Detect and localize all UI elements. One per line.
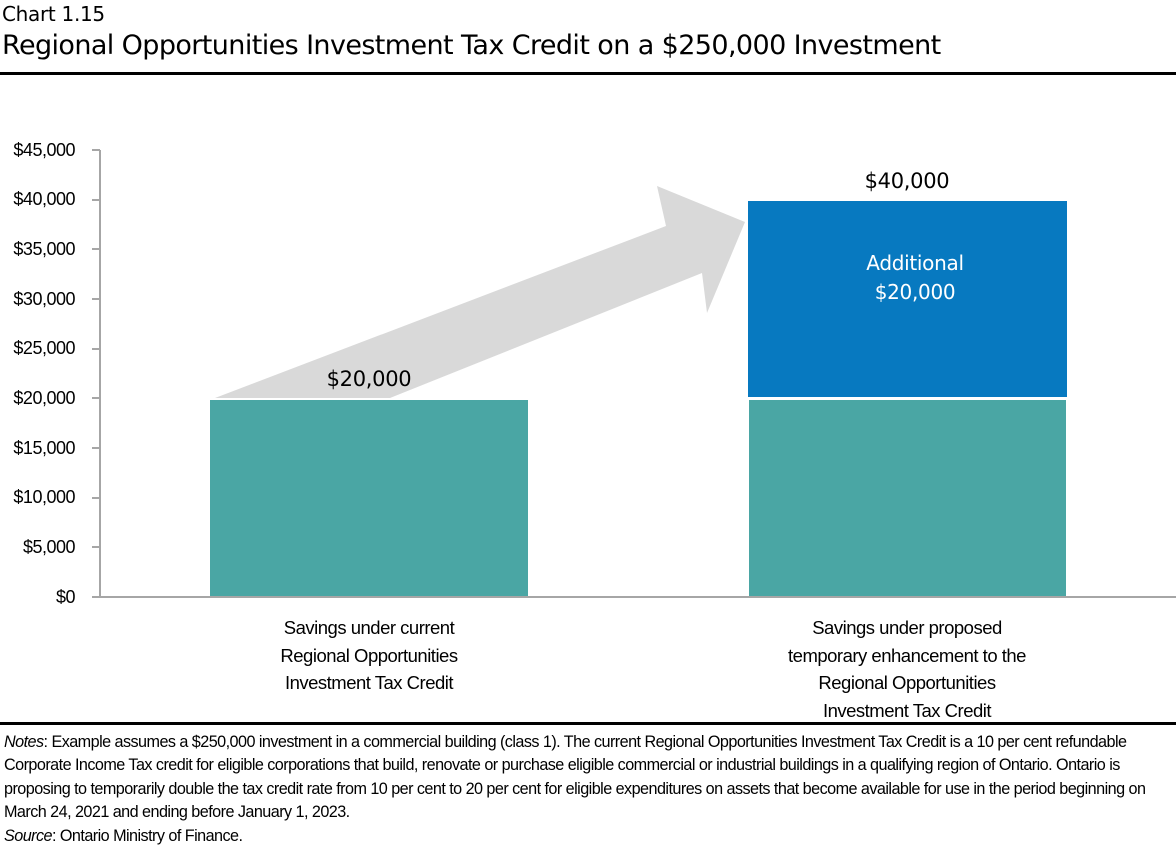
y-tick-label: $40,000	[13, 189, 75, 209]
category-label-line: Savings under proposed	[812, 617, 1002, 638]
y-tick-mark	[92, 199, 100, 201]
category-label-proposed: Savings under proposed temporary enhance…	[757, 614, 1057, 724]
category-label-line: Savings under current	[283, 617, 455, 638]
y-tick-label: $0	[55, 587, 76, 607]
y-tick-mark	[92, 248, 100, 250]
y-tick-label: $35,000	[13, 239, 75, 259]
bar-proposed-additional	[748, 201, 1067, 397]
y-axis-line	[99, 150, 101, 598]
x-axis-line	[92, 596, 1176, 598]
source-text: : Ontario Ministry of Finance.	[52, 826, 243, 845]
notes-paragraph: Notes: Example assumes a $250,000 invest…	[4, 731, 1176, 825]
source-line: Source: Ontario Ministry of Finance.	[4, 825, 1176, 848]
y-tick-label: $45,000	[13, 140, 75, 160]
category-label-line: Investment Tax Credit	[284, 672, 454, 693]
y-tick-label: $20,000	[13, 388, 75, 408]
chart-notes: Notes: Example assumes a $250,000 invest…	[4, 731, 1176, 848]
y-tick-mark	[92, 149, 100, 151]
title-divider	[0, 72, 1176, 75]
y-tick-mark	[92, 397, 100, 399]
category-label-line: Regional Opportunities	[280, 644, 458, 666]
y-tick-mark	[92, 298, 100, 300]
category-label-current: Savings under current Regional Opportuni…	[219, 614, 519, 697]
notes-label: Notes	[4, 733, 44, 751]
additional-label-line2: $20,000	[874, 280, 956, 304]
category-label-line: temporary enhancement to the	[788, 644, 1026, 666]
chart-number: Chart 1.15	[2, 2, 105, 26]
y-tick-label: $10,000	[13, 487, 75, 507]
bar-total-label: $40,000	[864, 169, 950, 193]
bar-proposed-base	[749, 400, 1066, 596]
additional-label-line1: Additional	[866, 251, 964, 275]
chart-title: Regional Opportunities Investment Tax Cr…	[2, 30, 941, 61]
bar-value-label: $20,000	[326, 367, 412, 391]
y-tick-mark	[92, 497, 100, 499]
y-tick-label: $30,000	[13, 289, 75, 309]
source-label: Source	[4, 826, 53, 845]
bar-current-credit	[210, 400, 528, 596]
notes-divider	[0, 722, 1176, 725]
y-tick-label: $15,000	[13, 438, 75, 458]
category-label-line: Regional Opportunities	[818, 672, 996, 693]
category-label-line: Investment Tax Credit	[822, 699, 992, 721]
y-tick-mark	[92, 546, 100, 548]
y-tick-label: $5,000	[22, 537, 76, 557]
y-tick-label: $25,000	[13, 338, 75, 358]
y-tick-mark	[92, 348, 100, 350]
notes-text: : Example assumes a $250,000 investment …	[4, 733, 1146, 822]
y-tick-mark	[92, 447, 100, 449]
